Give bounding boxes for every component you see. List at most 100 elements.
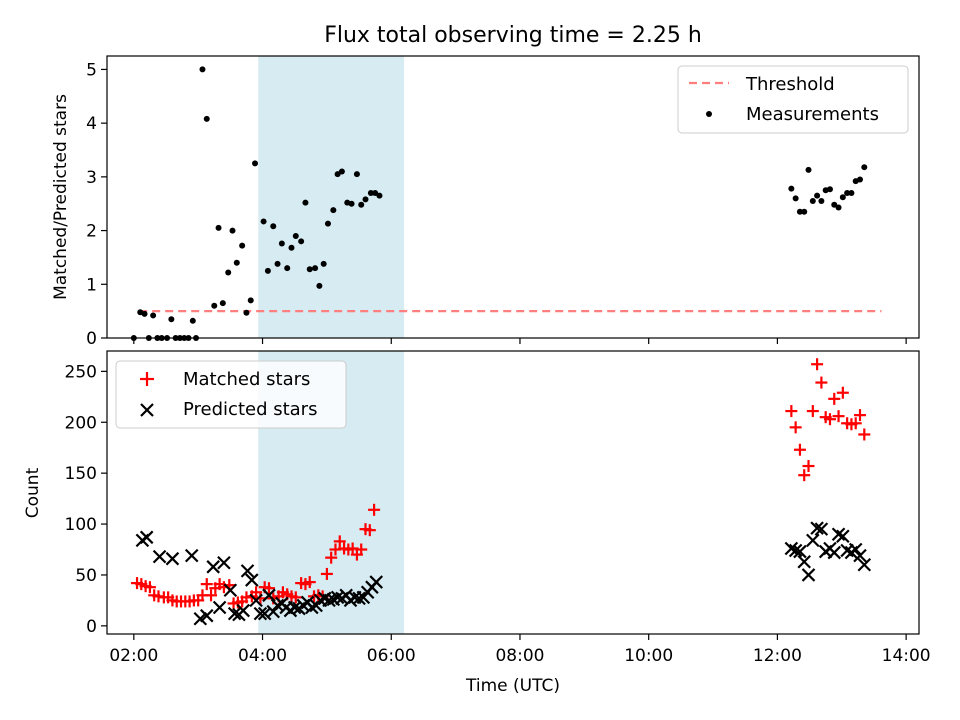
predicted-star-point [810, 521, 824, 535]
predicted-star-point [788, 543, 803, 558]
measurement-point [252, 160, 259, 167]
measurement-point [844, 189, 851, 196]
x-tick-label: 14:00 [882, 646, 931, 666]
matched-star-point [793, 443, 806, 456]
measurement-point [324, 220, 331, 227]
predicted-star-point [253, 606, 268, 621]
predicted-star-point [857, 557, 872, 572]
predicted-star-point [831, 527, 846, 542]
measurement-point [312, 265, 319, 272]
matched-star-point [262, 582, 275, 595]
measurement-point [805, 166, 812, 173]
x-tick-label: 08:00 [495, 646, 544, 666]
measurement-point [792, 195, 799, 202]
predicted-star-point [249, 593, 263, 608]
measurement-point [362, 196, 369, 203]
matched-star-point [823, 413, 836, 426]
measurement-point [831, 201, 838, 208]
x-tick-label: 06:00 [367, 646, 416, 666]
predicted-star-point [184, 548, 199, 563]
predicted-star-point [814, 522, 829, 536]
predicted-star-point [322, 593, 336, 608]
predicted-star-point [245, 573, 259, 587]
measurement-point [338, 168, 345, 175]
predicted-star-point [165, 551, 180, 566]
measurement-point [306, 266, 313, 273]
measurement-point [814, 192, 821, 199]
top-legend-box [677, 65, 909, 134]
measurement-point [848, 189, 855, 196]
measurement-point [367, 189, 374, 196]
predicted-star-point [352, 591, 366, 606]
top-y-ticks: 0 1 2 3 4 5 [86, 60, 907, 349]
measurement-point [215, 224, 222, 231]
bottom-y-tick-label: 150 [65, 464, 97, 484]
predicted-legend-marker [140, 403, 154, 417]
measurement-point [857, 176, 864, 183]
bottom-y-tick-label: 250 [65, 362, 97, 382]
measurement-point [788, 185, 795, 192]
predicted-star-point [152, 549, 167, 564]
measurement-point [233, 259, 240, 266]
top-y-tick-label: 3 [86, 168, 97, 188]
measurement-point [225, 269, 232, 276]
measurement-point [358, 201, 365, 208]
x-tick-label: 10:00 [624, 646, 673, 666]
matched-star-point [250, 586, 263, 599]
matched-star-point [849, 417, 862, 430]
bottom-panel: 0 50 100 150 200 250 02:00 04:00 06:00 08:00 10:0… [23, 350, 931, 696]
legend-predicted-label: Predicted stars [183, 399, 317, 420]
measurement-point [302, 199, 309, 206]
predicted-star-point [139, 530, 154, 545]
bottom-y-tick-label: 50 [75, 566, 97, 586]
measurement-point [278, 240, 285, 247]
predicted-star-point [262, 588, 276, 603]
measurement-point [292, 232, 299, 239]
predicted-star-point [223, 583, 238, 598]
measurement-point [330, 207, 337, 214]
predicted-star-point [793, 544, 807, 559]
bottom-plot-frame [106, 350, 920, 635]
predicted-star-point [240, 564, 255, 578]
matched-star-point [828, 392, 841, 405]
measurement-point [316, 282, 323, 289]
measurement-point [839, 194, 846, 201]
matched-star-point [200, 578, 213, 591]
matched-star-point [858, 428, 871, 441]
matched-star-point [836, 386, 849, 399]
matched-star-point [798, 469, 811, 482]
measurement-point [150, 312, 157, 319]
predicted-star-point [827, 545, 842, 560]
measurement-point [203, 115, 210, 122]
matched-star-point [785, 405, 798, 418]
matched-star-point [802, 460, 815, 473]
bottom-y-tick-label: 100 [65, 515, 97, 535]
matched-star-point [303, 576, 316, 589]
bottom-legend: Matched stars Predicted stars [115, 360, 347, 429]
matched-star-point [289, 591, 302, 604]
predicted-star-point [217, 555, 231, 570]
measurement-point [211, 302, 218, 309]
measurement-point [264, 267, 271, 274]
predicted-star-point [806, 533, 820, 548]
predicted-star-point [212, 600, 227, 615]
matched-star-point [355, 543, 368, 556]
matched-star-point [143, 581, 156, 594]
matched-star-point [806, 405, 819, 418]
bottom-legend-box [115, 360, 347, 429]
bottom-points [131, 358, 872, 626]
measurement-point [320, 260, 327, 267]
matched-legend-marker [140, 372, 154, 386]
measurement-point [353, 171, 360, 178]
measurement-point [284, 265, 291, 272]
measurement-point [260, 218, 267, 225]
matched-star-point [320, 567, 333, 580]
predicted-star-point [853, 548, 867, 563]
predicted-star-point [206, 560, 220, 574]
measurement-point [348, 200, 355, 207]
legend-threshold-label: Threshold [745, 74, 835, 95]
top-highlight-span [258, 56, 405, 338]
measurement-point [372, 189, 379, 196]
matched-star-point [789, 421, 802, 434]
